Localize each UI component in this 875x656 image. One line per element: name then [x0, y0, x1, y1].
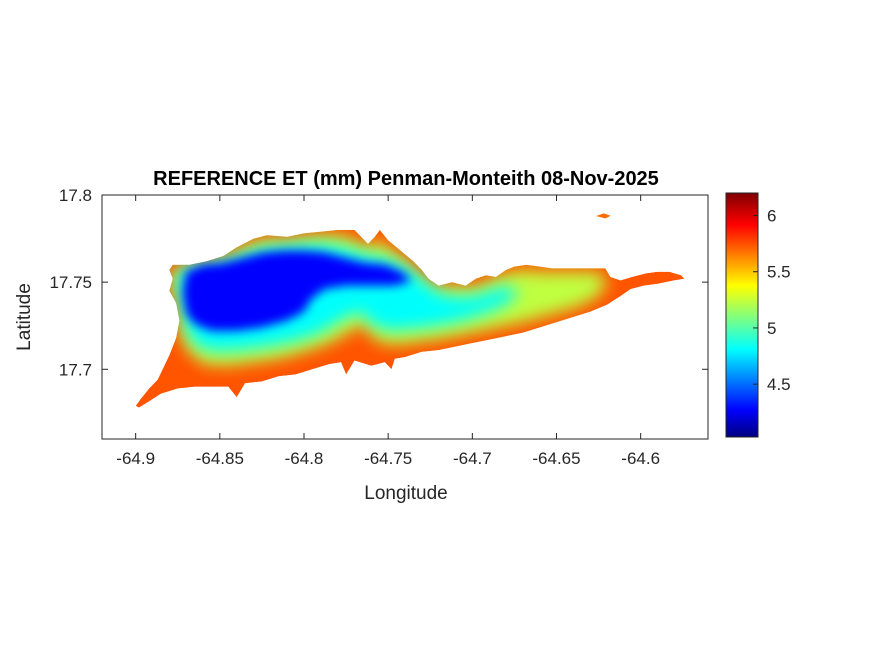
- colorbar-tick-label: 5: [767, 319, 776, 338]
- x-tick-label: -64.7: [453, 449, 492, 468]
- chart-title: REFERENCE ET (mm) Penman-Monteith 08-Nov…: [153, 168, 659, 190]
- colorbar-tick-label: 4.5: [767, 375, 791, 394]
- et-patch-1: [596, 213, 611, 219]
- x-tick-label: -64.8: [285, 449, 324, 468]
- plot-frame: [101, 194, 709, 440]
- x-tick-label: -64.75: [364, 449, 412, 468]
- y-axis-label: Latitude: [14, 283, 35, 351]
- x-tick-label: -64.9: [116, 449, 155, 468]
- x-tick-label: -64.65: [532, 449, 580, 468]
- colorbar-tick-label: 6: [767, 206, 776, 225]
- x-tick-label: -64.6: [621, 449, 660, 468]
- colorbar-tick-label: 5.5: [767, 263, 791, 282]
- x-axis-label: Longitude: [364, 483, 447, 504]
- et-heatmap: [135, 229, 685, 408]
- et-extra-patches: [596, 213, 611, 219]
- colorbar: [725, 192, 759, 438]
- colorbar-ticks: 4.5 5 5.5 6: [753, 206, 791, 394]
- x-tick-label: -64.85: [196, 449, 244, 468]
- y-axis-ticks: 17.7 17.75 17.8: [49, 186, 708, 379]
- y-tick-label: 17.8: [59, 186, 92, 205]
- y-tick-label: 17.7: [59, 360, 92, 379]
- et-region-4: [182, 250, 412, 331]
- y-tick-label: 17.75: [49, 273, 92, 292]
- x-axis-ticks: -64.9 -64.85 -64.8 -64.75 -64.7 -64.65 -64.6: [116, 195, 660, 468]
